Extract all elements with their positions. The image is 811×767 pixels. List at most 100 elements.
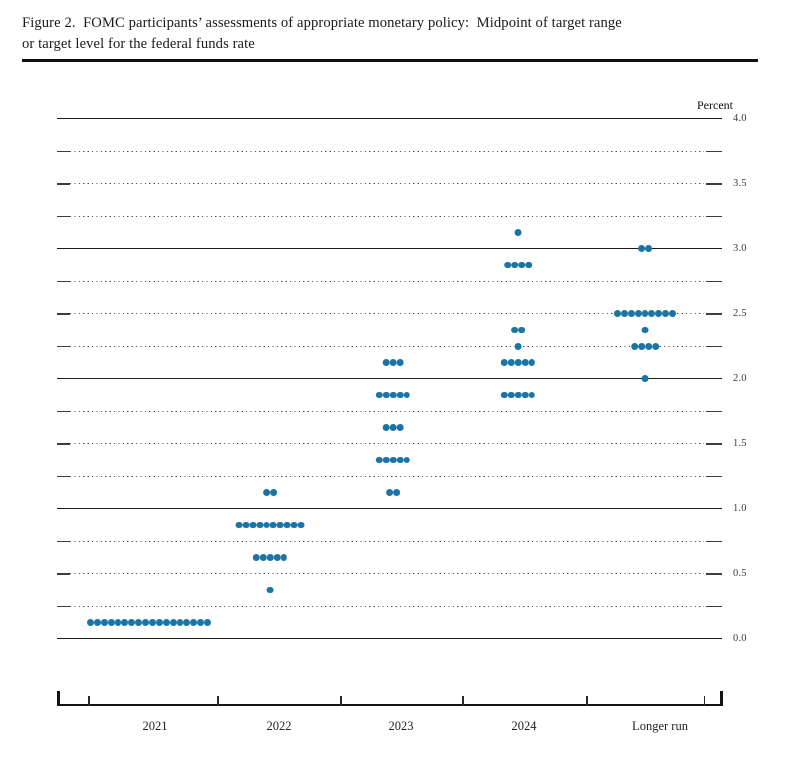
- gridline-left-tick: [57, 150, 70, 153]
- fomc-dot: [266, 586, 274, 594]
- x-axis-tick: [88, 695, 90, 706]
- fomc-dot: [514, 359, 522, 366]
- fomc-dot: [528, 359, 536, 366]
- gridline-right-tick: [705, 475, 722, 478]
- fomc-dot: [627, 310, 635, 318]
- gridline-dotted-2.50: [70, 313, 704, 315]
- fomc-dot: [155, 619, 163, 626]
- fomc-dot: [507, 359, 515, 366]
- gridline-dotted-3.50: [70, 183, 704, 185]
- fomc-dot: [249, 521, 257, 529]
- fomc-dot: [393, 489, 400, 496]
- gridline-dotted-1.50: [70, 443, 704, 445]
- fomc-dot: [162, 619, 170, 626]
- x-axis-endcap: [57, 690, 60, 706]
- fomc-dot: [504, 261, 512, 269]
- gridline-solid-2.00: [57, 378, 722, 380]
- dot-row-2024-2.125: [500, 359, 536, 366]
- y-axis-tick-label: 4.0: [733, 112, 747, 124]
- y-axis-tick-label: 3.0: [733, 242, 747, 254]
- gridline-left-tick: [57, 313, 70, 315]
- fomc-dot: [613, 310, 621, 318]
- x-axis-label-2024: 2024: [511, 719, 537, 733]
- x-axis-label-2021: 2021: [142, 719, 168, 733]
- dot-row-longer-run-2: [641, 375, 649, 383]
- fomc-dot: [100, 619, 108, 626]
- fomc-dot: [511, 261, 518, 269]
- fomc-dot: [518, 326, 525, 334]
- gridline-right-tick: [705, 183, 722, 185]
- fomc-dot: [396, 359, 404, 366]
- x-axis-label-2023: 2023: [388, 719, 414, 733]
- fomc-dot: [651, 342, 659, 350]
- fomc-dot: [197, 619, 205, 626]
- fomc-dot: [500, 391, 508, 399]
- fomc-dot: [514, 342, 522, 350]
- dot-row-2024-2.875: [504, 261, 532, 269]
- fomc-dot: [524, 261, 532, 269]
- gridline-right-tick: [705, 345, 722, 348]
- dot-row-2021-0.125: [86, 619, 212, 626]
- fomc-dot: [655, 310, 663, 318]
- gridline-dotted-0.25: [70, 605, 704, 607]
- fomc-dot: [128, 619, 136, 626]
- gridline-solid-3.00: [57, 248, 722, 250]
- gridline-right-tick: [705, 443, 722, 445]
- fomc-dot: [176, 619, 184, 626]
- dot-row-longer-run-2.25: [631, 342, 659, 350]
- fomc-dot: [235, 521, 243, 529]
- x-axis-label-longer-run: Longer run: [632, 719, 688, 733]
- gridline-dotted-1.75: [70, 410, 704, 412]
- fomc-dot: [396, 424, 404, 431]
- fomc-dot: [290, 521, 298, 529]
- fomc-dot: [270, 521, 277, 529]
- gridline-left-tick: [57, 183, 70, 185]
- fomc-dot: [252, 554, 260, 561]
- fomc-dot: [645, 245, 652, 253]
- fomc-dot: [634, 310, 642, 318]
- fomc-dot: [382, 391, 390, 399]
- gridline-right-tick: [705, 215, 722, 218]
- fomc-dot: [297, 521, 305, 529]
- fomc-dot: [620, 310, 628, 318]
- fomc-dot: [135, 619, 143, 626]
- y-axis-tick-label: 0.5: [733, 567, 747, 579]
- gridline-solid-0.00: [57, 638, 722, 640]
- fomc-dot: [107, 619, 115, 626]
- title-rule: [22, 59, 758, 62]
- figure-title-line-1: Figure 2. FOMC participants’ assessments…: [22, 15, 622, 31]
- gridline-left-tick: [57, 475, 70, 478]
- fomc-dot: [382, 359, 390, 366]
- gridline-dotted-3.75: [70, 150, 704, 152]
- fomc-dot: [276, 521, 284, 529]
- gridline-right-tick: [705, 573, 722, 575]
- fomc-dot: [86, 619, 94, 626]
- x-axis-tick: [217, 695, 219, 706]
- gridline-dotted-2.25: [70, 345, 704, 347]
- fomc-dot: [121, 619, 129, 626]
- fomc-dot: [280, 554, 288, 561]
- fomc-dot: [528, 391, 536, 399]
- gridline-left-tick: [57, 280, 70, 283]
- x-axis-label-2022: 2022: [266, 719, 292, 733]
- fomc-dot: [511, 326, 518, 334]
- y-axis-tick-label: 2.5: [733, 307, 747, 319]
- gridline-right-tick: [705, 150, 722, 153]
- fomc-dot: [645, 342, 652, 350]
- fomc-dot: [521, 359, 529, 366]
- fomc-dot: [389, 359, 397, 366]
- dot-row-2023-1.125: [386, 489, 400, 496]
- gridline-left-tick: [57, 573, 70, 575]
- fomc-dot: [375, 391, 383, 399]
- fomc-dot: [507, 391, 515, 399]
- fomc-dot: [396, 391, 404, 399]
- gridline-left-tick: [57, 410, 70, 413]
- fomc-dot: [403, 456, 411, 464]
- gridline-left-tick: [57, 443, 70, 445]
- fomc-dot: [114, 619, 122, 626]
- fomc-dot: [259, 554, 267, 561]
- gridline-dotted-0.75: [70, 540, 704, 542]
- fomc-dot: [256, 521, 264, 529]
- figure-title: Figure 2. FOMC participants’ assessments…: [22, 13, 764, 55]
- gridline-right-tick: [705, 605, 722, 608]
